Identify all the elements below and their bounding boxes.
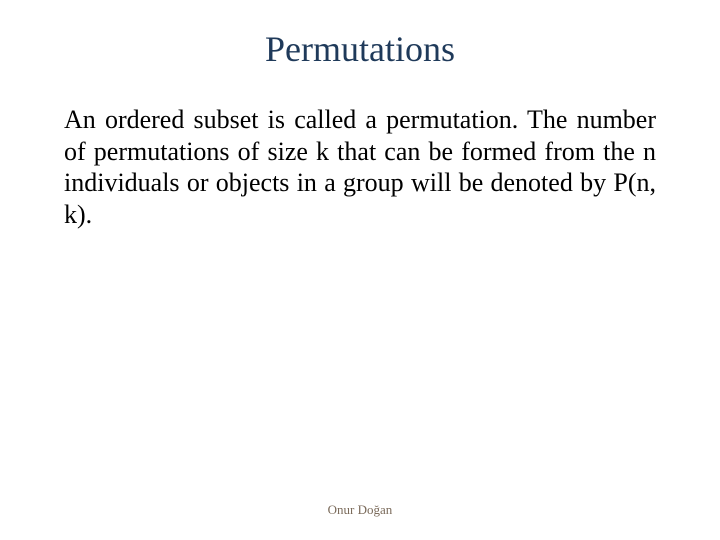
slide-footer: Onur Doğan	[0, 502, 720, 518]
slide-container: Permutations An ordered subset is called…	[0, 0, 720, 540]
slide-body: An ordered subset is called a permutatio…	[60, 104, 660, 231]
slide-title: Permutations	[60, 28, 660, 70]
